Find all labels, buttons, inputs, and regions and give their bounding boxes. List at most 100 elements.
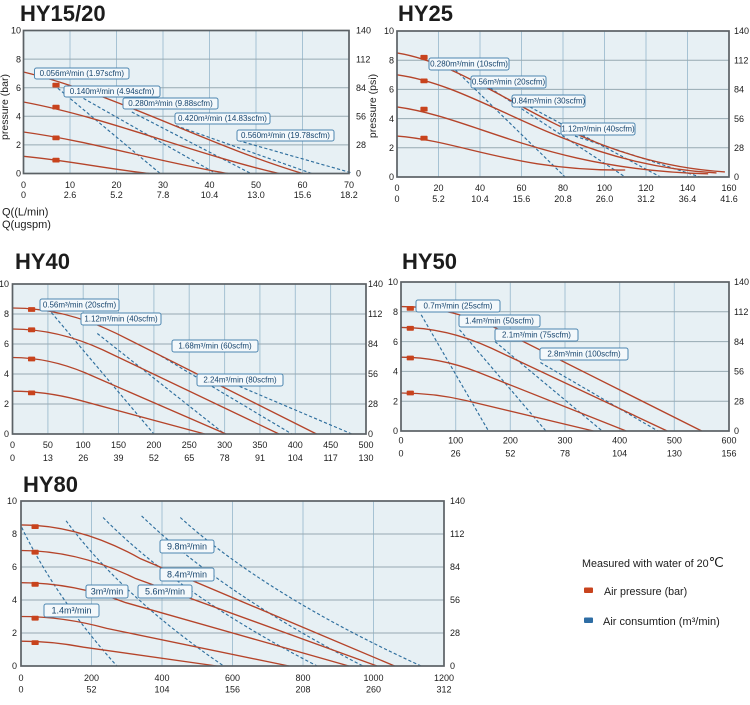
svg-text:140: 140	[368, 279, 383, 289]
svg-text:56: 56	[368, 369, 378, 379]
svg-text:36.4: 36.4	[679, 194, 697, 204]
svg-text:HY25: HY25	[398, 1, 453, 26]
svg-text:0.280m³/min (9.88scfm): 0.280m³/min (9.88scfm)	[128, 99, 213, 108]
svg-text:140: 140	[356, 26, 371, 36]
svg-text:18.2: 18.2	[340, 190, 358, 200]
svg-text:Air pressure (bar): Air pressure (bar)	[604, 586, 687, 598]
svg-text:26.0: 26.0	[596, 194, 614, 204]
svg-text:1.68m³/min (60scfm): 1.68m³/min (60scfm)	[178, 342, 252, 351]
svg-text:65: 65	[184, 453, 194, 463]
svg-text:600: 600	[225, 673, 240, 683]
svg-text:10: 10	[388, 277, 398, 287]
svg-text:40: 40	[475, 183, 485, 193]
svg-text:0.56m³/min (20scfm): 0.56m³/min (20scfm)	[472, 78, 546, 87]
svg-text:1000: 1000	[363, 673, 383, 683]
svg-text:100: 100	[597, 183, 612, 193]
svg-text:0: 0	[10, 440, 15, 450]
svg-text:15.6: 15.6	[294, 190, 312, 200]
svg-text:0: 0	[734, 172, 739, 182]
svg-text:0: 0	[450, 661, 455, 671]
svg-text:52: 52	[86, 685, 96, 695]
svg-text:4: 4	[4, 369, 9, 379]
svg-text:2: 2	[389, 143, 394, 153]
svg-text:4: 4	[16, 112, 21, 122]
svg-text:HY15/20: HY15/20	[20, 1, 106, 26]
svg-text:15.6: 15.6	[513, 194, 531, 204]
svg-text:140: 140	[680, 183, 695, 193]
svg-text:8.4m³/min: 8.4m³/min	[167, 570, 207, 580]
svg-text:4: 4	[393, 367, 398, 377]
svg-text:0: 0	[393, 426, 398, 436]
svg-text:56: 56	[450, 595, 460, 605]
svg-text:140: 140	[734, 277, 749, 287]
svg-text:200: 200	[146, 440, 161, 450]
svg-text:112: 112	[368, 309, 382, 319]
svg-text:2: 2	[4, 399, 9, 409]
svg-text:0: 0	[4, 429, 9, 439]
svg-text:28: 28	[356, 140, 366, 150]
svg-text:500: 500	[667, 436, 682, 446]
svg-text:84: 84	[368, 339, 378, 349]
svg-text:0: 0	[18, 673, 23, 683]
svg-text:0.140m³/min (4.94scfm): 0.140m³/min (4.94scfm)	[70, 87, 155, 96]
svg-text:10.4: 10.4	[471, 194, 489, 204]
svg-text:0: 0	[368, 429, 373, 439]
svg-text:0: 0	[389, 172, 394, 182]
svg-text:84: 84	[734, 337, 744, 347]
svg-text:56: 56	[356, 112, 366, 122]
svg-text:31.2: 31.2	[637, 194, 655, 204]
svg-text:pressure (psi): pressure (psi)	[367, 74, 379, 138]
svg-text:450: 450	[323, 440, 338, 450]
svg-text:0: 0	[398, 436, 403, 446]
svg-text:9.8m³/min: 9.8m³/min	[167, 542, 207, 552]
svg-text:10: 10	[384, 26, 394, 36]
svg-text:200: 200	[503, 436, 518, 446]
svg-text:200: 200	[84, 673, 99, 683]
svg-text:60: 60	[516, 183, 526, 193]
svg-text:8: 8	[4, 309, 9, 319]
svg-text:350: 350	[252, 440, 267, 450]
svg-text:28: 28	[450, 628, 460, 638]
svg-text:6: 6	[12, 562, 17, 572]
svg-text:50: 50	[251, 180, 261, 190]
svg-text:5.2: 5.2	[110, 190, 123, 200]
svg-text:156: 156	[225, 685, 240, 695]
svg-text:0: 0	[21, 180, 26, 190]
svg-text:2: 2	[12, 628, 17, 638]
svg-text:112: 112	[734, 55, 748, 65]
svg-text:160: 160	[721, 183, 736, 193]
svg-text:112: 112	[734, 307, 748, 317]
svg-text:2: 2	[16, 140, 21, 150]
svg-text:0: 0	[356, 169, 361, 179]
svg-text:400: 400	[154, 673, 169, 683]
svg-text:20.8: 20.8	[554, 194, 572, 204]
svg-text:0: 0	[394, 194, 399, 204]
svg-text:6: 6	[389, 85, 394, 95]
svg-text:0: 0	[21, 190, 26, 200]
svg-text:28: 28	[734, 396, 744, 406]
svg-text:28: 28	[734, 143, 744, 153]
svg-text:8: 8	[393, 307, 398, 317]
svg-text:4: 4	[12, 595, 17, 605]
svg-text:56: 56	[734, 114, 744, 124]
svg-text:1.12m³/min (40scfm): 1.12m³/min (40scfm)	[561, 125, 635, 134]
svg-text:50: 50	[43, 440, 53, 450]
svg-text:39: 39	[114, 453, 124, 463]
svg-text:6: 6	[16, 83, 21, 93]
svg-text:600: 600	[721, 436, 736, 446]
svg-text:pressure (bar): pressure (bar)	[0, 74, 11, 140]
svg-text:100: 100	[448, 436, 463, 446]
svg-text:10: 10	[0, 279, 9, 289]
svg-text:104: 104	[612, 449, 627, 459]
svg-text:1200: 1200	[434, 673, 454, 683]
svg-text:40: 40	[204, 180, 214, 190]
svg-text:10: 10	[65, 180, 75, 190]
svg-text:300: 300	[557, 436, 572, 446]
svg-text:10.4: 10.4	[201, 190, 219, 200]
svg-text:84: 84	[356, 83, 366, 93]
svg-text:260: 260	[366, 685, 381, 695]
svg-text:8: 8	[16, 54, 21, 64]
svg-text:56: 56	[734, 367, 744, 377]
svg-text:300: 300	[217, 440, 232, 450]
svg-text:5.2: 5.2	[432, 194, 445, 204]
